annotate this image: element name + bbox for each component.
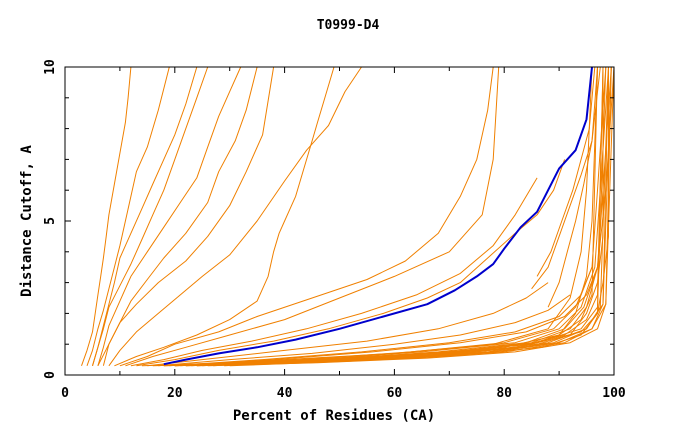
model-curve-29: [213, 66, 612, 367]
model-curve-32: [174, 66, 593, 367]
model-curve-8: [108, 66, 362, 367]
model-curve-27: [191, 66, 607, 367]
model-curve-19: [174, 66, 609, 367]
model-curve-21: [196, 66, 612, 367]
model-curve-12: [130, 177, 538, 367]
highlight-layer: [163, 66, 593, 366]
x-tick-label: 80: [496, 386, 512, 401]
y-tick-label: 10: [43, 59, 58, 75]
model-curve-2: [86, 66, 170, 366]
model-curve-4: [92, 66, 209, 366]
model-curve-18: [163, 66, 609, 367]
model-curve-30: [224, 66, 615, 367]
model-curve-24: [174, 66, 604, 367]
model-curve-13: [136, 159, 566, 367]
highlight-curve: [163, 66, 593, 366]
model-curve-26: [180, 267, 598, 367]
model-curve-3: [92, 66, 198, 366]
x-axis-ticks: 0 20 40 60 80 100: [61, 67, 626, 401]
y-axis-label: Distance Cutoff, A: [19, 145, 35, 297]
model-curve-11: [125, 66, 500, 367]
x-tick-label: 60: [387, 386, 403, 401]
y-tick-label: 0: [43, 371, 58, 379]
model-curve-15: [158, 294, 571, 367]
model-curve-1: [81, 66, 132, 366]
model-curve-31: [185, 66, 598, 367]
model-curve-7: [102, 66, 275, 366]
x-axis-label: Percent of Residues (CA): [233, 408, 435, 424]
chart-title: T0999-D4: [317, 18, 380, 33]
model-curve-36: [547, 66, 601, 308]
model-curve-9: [114, 66, 335, 367]
model-curve-14: [147, 282, 549, 367]
y-tick-label: 5: [43, 217, 58, 225]
model-curve-25: [169, 267, 593, 367]
series-layer: [81, 66, 615, 367]
model-curve-16: [141, 66, 604, 367]
x-tick-label: 0: [61, 386, 69, 401]
y-axis-ticks: 0 5 10: [43, 59, 614, 379]
model-curve-34: [229, 67, 609, 367]
model-curve-28: [202, 66, 609, 367]
x-tick-label: 20: [167, 386, 183, 401]
x-tick-label: 40: [277, 386, 293, 401]
x-tick-label: 100: [602, 386, 626, 401]
model-curve-5: [97, 66, 242, 366]
model-curve-37: [536, 66, 596, 277]
model-curve-33: [196, 67, 604, 367]
model-curve-10: [119, 66, 494, 367]
